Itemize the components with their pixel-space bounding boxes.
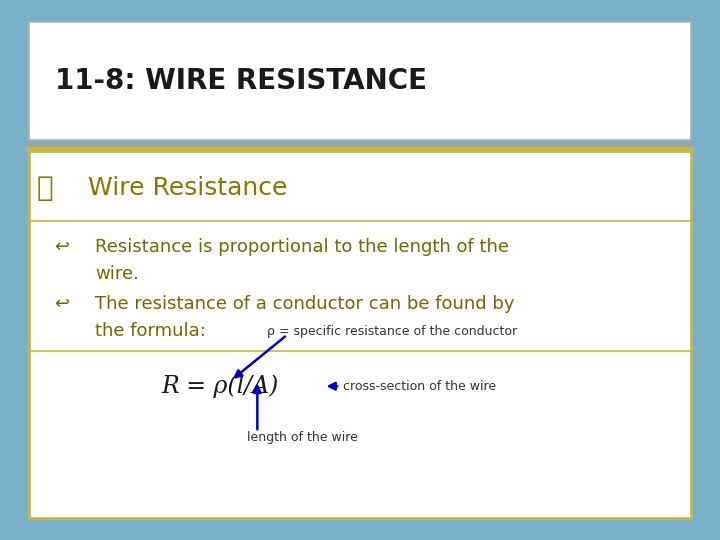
Text: wire.: wire. (95, 265, 139, 283)
Text: the formula:: the formula: (95, 322, 206, 340)
Text: R = ρ(l/A): R = ρ(l/A) (161, 374, 279, 398)
Text: Resistance is proportional to the length of the: Resistance is proportional to the length… (95, 238, 509, 255)
Text: cross-section of the wire: cross-section of the wire (343, 380, 497, 393)
Text: The resistance of a conductor can be found by: The resistance of a conductor can be fou… (95, 295, 515, 313)
Text: ↩: ↩ (54, 295, 70, 313)
Text: ↩: ↩ (54, 238, 70, 255)
Text: Wire Resistance: Wire Resistance (89, 176, 288, 200)
Text: ⎂: ⎂ (37, 174, 54, 202)
Text: length of the wire: length of the wire (248, 431, 359, 444)
Text: ρ = specific resistance of the conductor: ρ = specific resistance of the conductor (267, 325, 518, 338)
Text: 11-8: WIRE RESISTANCE: 11-8: WIRE RESISTANCE (55, 67, 427, 95)
